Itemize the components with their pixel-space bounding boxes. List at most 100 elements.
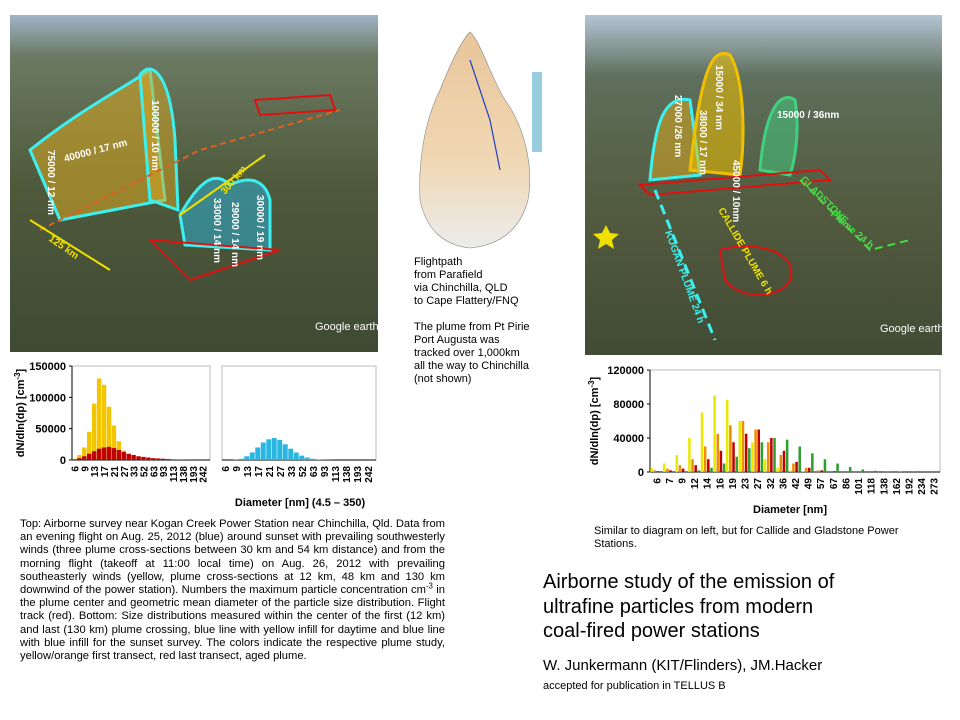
label-part: ]: [15, 368, 27, 372]
x-tick-label: 63: [149, 466, 160, 478]
bar: [266, 439, 272, 460]
bar: [116, 449, 122, 460]
x-tick-label: 21: [110, 466, 121, 478]
x-tick-label: 23: [741, 478, 752, 490]
plot-frame: [221, 365, 377, 461]
x-tick-label: 12: [690, 478, 701, 490]
bar: [650, 467, 653, 472]
bar: [732, 442, 735, 472]
bar: [160, 458, 166, 460]
title: Airborne study of the emission of ultraf…: [543, 571, 835, 642]
y-tick-label: 50000: [35, 424, 66, 436]
bar: [288, 448, 294, 460]
star: [593, 225, 619, 249]
plume-label: 15000 / 36nm: [777, 110, 839, 121]
track: [149, 239, 281, 282]
bar: [722, 463, 726, 472]
x-tick-label: 67: [829, 478, 840, 490]
left-caption: Top: Airborne survey near Kogan Creek Po…: [20, 518, 445, 663]
x-tick-label: 242: [199, 466, 210, 483]
bar: [260, 442, 266, 460]
bar: [106, 446, 112, 460]
label-part: dN/dln(dp) [cm: [15, 379, 27, 457]
bar: [807, 467, 811, 472]
bar: [101, 447, 107, 460]
bar: [82, 447, 87, 460]
y-axis-label: dN/dln(dp) [cm-3]: [587, 376, 601, 465]
x-tick-label: 118: [867, 478, 878, 495]
x-tick-label: 27: [120, 466, 131, 478]
bar: [848, 466, 852, 472]
x-tick-label: 192: [904, 478, 915, 495]
y-tick-label: 0: [638, 467, 644, 479]
bar: [779, 455, 783, 472]
x-tick-label: 6: [70, 466, 81, 472]
caption-text: in the plume center and geometric mean d…: [20, 584, 445, 663]
x-tick-label: 33: [130, 466, 141, 478]
x-tick-label: 113: [331, 466, 342, 483]
bar: [804, 467, 808, 472]
bar: [710, 467, 713, 472]
x-tick-label: 113: [169, 466, 180, 483]
x-tick-label: 86: [841, 478, 852, 490]
bar: [669, 470, 672, 472]
x-tick-label: 162: [892, 478, 903, 495]
x-tick-label: 52: [298, 466, 309, 478]
bar: [782, 450, 786, 472]
bar: [96, 448, 102, 460]
plume-label: 33000 / 14 nm: [211, 198, 222, 263]
bar: [820, 470, 824, 472]
track: [253, 93, 337, 117]
bar: [653, 470, 656, 472]
plume: [688, 51, 745, 177]
authors: W. Junkermann (KIT/Flinders), JM.Hacker: [543, 657, 823, 674]
plume-label: 38000 / 17 nm: [697, 110, 708, 175]
plume-label: 29000 / 14 nm: [229, 202, 240, 267]
bar: [136, 456, 141, 460]
x-axis-label: Diameter [nm] (4.5 – 350): [235, 497, 366, 509]
bar: [886, 471, 890, 472]
y-axis-label: dN/dln(dp) [cm-3]: [13, 368, 27, 457]
bar: [310, 458, 316, 460]
bar: [87, 431, 92, 460]
bar: [748, 448, 751, 472]
track: [39, 109, 341, 231]
watermark: Google earth: [880, 323, 944, 335]
bar: [156, 458, 161, 460]
bar: [729, 425, 732, 472]
bar: [282, 444, 288, 460]
track: [799, 179, 911, 252]
x-tick-label: 138: [179, 466, 190, 483]
x-tick-label: 138: [342, 466, 353, 483]
bar: [817, 470, 820, 472]
bar: [776, 467, 779, 472]
bar: [697, 470, 701, 472]
distance-line: [179, 154, 266, 216]
bar: [271, 438, 277, 460]
bar: [151, 458, 156, 460]
x-tick-label: 6: [221, 466, 232, 472]
x-tick-label: 9: [678, 478, 689, 484]
x-tick-label: 14: [703, 478, 714, 490]
label-part: dN/dln(dp) [cm: [589, 387, 601, 465]
bar: [766, 442, 770, 472]
bar: [675, 455, 679, 472]
watermark: Google earth: [315, 321, 379, 333]
bar: [713, 395, 716, 472]
bar: [833, 471, 836, 472]
y-tick-label: 120000: [607, 365, 644, 377]
bar: [106, 406, 112, 460]
bar: [656, 471, 660, 472]
map-australia: [419, 31, 531, 249]
bar: [694, 465, 697, 472]
x-tick-label: 193: [353, 466, 364, 483]
x-tick-label: 17: [254, 466, 265, 478]
bar: [96, 378, 102, 460]
bar: [773, 438, 776, 472]
track: [637, 168, 833, 197]
y-tick-label: 80000: [613, 399, 644, 411]
bar: [77, 458, 82, 460]
bar: [738, 421, 742, 472]
plume-label: 75000 / 12 nm: [45, 150, 56, 215]
bar: [277, 439, 283, 460]
